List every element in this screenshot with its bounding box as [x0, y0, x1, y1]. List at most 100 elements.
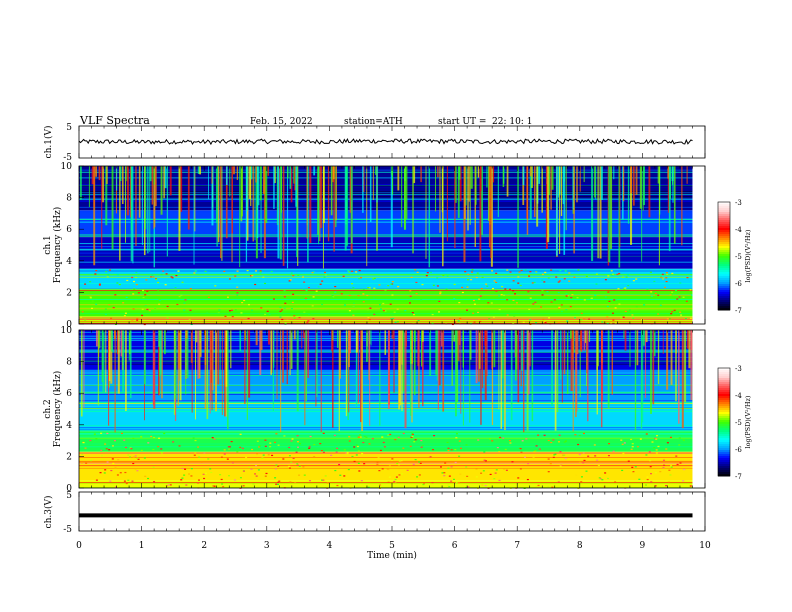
spectral-speckle [571, 294, 574, 296]
spectral-speckle [93, 433, 96, 435]
sferic-streak [510, 330, 513, 421]
sferic-streak [366, 330, 368, 362]
spectral-speckle [643, 304, 646, 306]
spectral-speckle [320, 450, 323, 452]
spectral-speckle [217, 312, 220, 314]
sferic-streak [278, 166, 281, 240]
colorbar-swatch [718, 472, 730, 475]
colorbar-swatch [718, 266, 730, 269]
sferic-streak [91, 166, 94, 185]
sferic-streak [572, 330, 574, 360]
spectral-speckle [192, 437, 195, 439]
spectral-speckle [682, 296, 685, 298]
sferic-streak [153, 166, 155, 229]
spectral-speckle [219, 474, 222, 476]
x-tick-label: 4 [327, 541, 333, 551]
sferic-streak [459, 330, 461, 346]
spectral-line [79, 401, 705, 403]
sferic-streak [319, 166, 321, 242]
ch1-trace [78, 137, 693, 146]
spectral-speckle [515, 302, 518, 304]
spectral-line [79, 369, 705, 371]
spectral-speckle [423, 314, 426, 316]
colorbar-swatch [718, 202, 730, 205]
spectral-line [79, 437, 705, 439]
sferic-streak [436, 330, 438, 381]
sferic-streak [497, 166, 499, 218]
spectral-speckle [142, 289, 145, 292]
spectral-speckle [371, 438, 374, 440]
spectral-speckle [631, 314, 634, 316]
sferic-streak [570, 330, 573, 392]
spectral-line [79, 446, 705, 448]
spectral-speckle [409, 445, 412, 447]
spectral-speckle [495, 281, 498, 284]
spectrogram-1-ylabel-channel: ch.1 [43, 235, 53, 254]
spectral-speckle [123, 315, 126, 317]
spectral-speckle [440, 468, 443, 470]
spectral-speckle [662, 459, 665, 461]
colorbar-swatch [718, 248, 730, 251]
spectral-speckle [145, 279, 148, 281]
spectral-speckle [583, 317, 586, 319]
spectral-speckle [129, 447, 132, 449]
sferic-streak [678, 330, 680, 424]
colorbar-swatch [718, 274, 730, 277]
spectral-speckle [665, 272, 668, 274]
colorbar-swatch [718, 428, 730, 431]
spectral-speckle [622, 452, 625, 455]
spectral-line [79, 407, 705, 409]
sferic-streak [97, 330, 99, 406]
spectral-speckle [355, 271, 358, 273]
spectral-speckle [373, 277, 376, 279]
sferic-streak [108, 330, 111, 382]
x-tick-label: 8 [577, 541, 583, 551]
spectral-speckle [382, 310, 385, 312]
spectral-speckle [630, 448, 633, 450]
spectral-speckle [580, 319, 583, 321]
spectral-speckle [95, 438, 98, 440]
spectral-speckle [421, 445, 424, 447]
spectral-line [79, 290, 705, 292]
sferic-streak [230, 330, 232, 369]
spectral-speckle [362, 288, 365, 290]
spectral-speckle [447, 484, 450, 486]
spectral-speckle [91, 300, 94, 302]
spectral-speckle [577, 269, 580, 271]
spectral-speckle [276, 483, 279, 485]
x-tick-label: 7 [514, 541, 520, 551]
spectral-speckle [443, 472, 446, 474]
sferic-streak [95, 330, 98, 347]
spectral-speckle [256, 453, 259, 455]
spectral-speckle [636, 446, 639, 448]
spectral-speckle [513, 315, 516, 317]
spectral-speckle [181, 467, 184, 470]
spectral-speckle [541, 279, 544, 281]
sferic-streak [248, 166, 251, 199]
colorbar-swatch [718, 252, 730, 255]
spectral-speckle [140, 436, 143, 438]
sferic-streak [110, 330, 113, 384]
colorbar-swatch [718, 432, 730, 435]
sferic-streak [454, 330, 457, 417]
spectral-speckle [682, 480, 685, 482]
spectral-speckle [574, 317, 577, 319]
spectral-line [79, 361, 705, 363]
spectral-speckle [302, 466, 305, 468]
spectral-speckle [125, 296, 128, 298]
spectral-speckle [565, 293, 568, 295]
spectral-speckle [322, 479, 325, 481]
spectral-speckle [512, 280, 515, 282]
spectral-speckle [117, 459, 120, 461]
spectral-speckle [671, 291, 674, 293]
sferic-streak [462, 330, 464, 368]
sferic-streak [493, 330, 496, 368]
spectral-speckle [213, 485, 216, 487]
spectral-speckle [413, 441, 416, 443]
spectral-speckle [480, 287, 483, 290]
spectral-speckle [508, 292, 511, 295]
spectral-speckle [391, 314, 394, 316]
spectral-speckle [376, 463, 379, 465]
sferic-streak [541, 166, 543, 213]
sferic-streak [169, 166, 172, 196]
